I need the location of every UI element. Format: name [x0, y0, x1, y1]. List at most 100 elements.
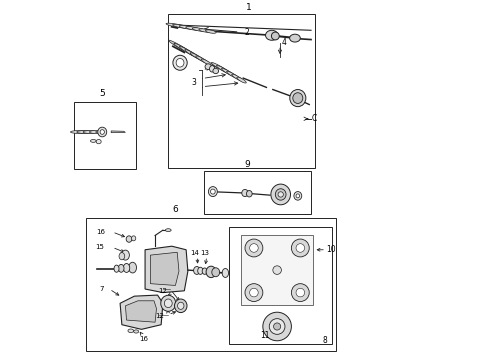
Ellipse shape [128, 329, 134, 333]
Ellipse shape [205, 64, 212, 69]
Circle shape [245, 284, 263, 302]
Text: 10: 10 [326, 245, 336, 254]
Ellipse shape [71, 131, 88, 134]
Circle shape [273, 323, 281, 330]
Ellipse shape [202, 268, 207, 274]
Ellipse shape [293, 93, 303, 103]
Ellipse shape [173, 55, 187, 70]
Ellipse shape [174, 299, 187, 312]
Ellipse shape [227, 71, 239, 79]
Ellipse shape [206, 266, 216, 278]
Text: 4: 4 [282, 37, 287, 46]
Text: 16: 16 [139, 336, 148, 342]
Circle shape [249, 288, 258, 297]
Ellipse shape [123, 264, 130, 273]
Ellipse shape [242, 189, 248, 197]
Bar [86, 218, 336, 351]
Bar [229, 226, 332, 344]
Ellipse shape [126, 236, 132, 242]
Ellipse shape [266, 30, 278, 40]
Bar [168, 14, 315, 168]
Text: 1: 1 [245, 3, 251, 12]
Ellipse shape [199, 29, 211, 32]
Ellipse shape [131, 236, 136, 241]
Ellipse shape [237, 77, 246, 83]
Text: 16: 16 [96, 229, 105, 235]
Ellipse shape [211, 189, 215, 194]
Polygon shape [111, 131, 125, 133]
Polygon shape [150, 252, 179, 285]
Ellipse shape [275, 189, 286, 200]
Ellipse shape [172, 24, 191, 28]
Ellipse shape [213, 68, 219, 74]
Ellipse shape [129, 262, 137, 273]
Ellipse shape [232, 74, 243, 81]
Ellipse shape [161, 295, 176, 311]
Text: 9: 9 [244, 159, 250, 168]
Ellipse shape [278, 192, 283, 197]
Ellipse shape [208, 186, 218, 197]
Ellipse shape [294, 192, 302, 200]
Ellipse shape [169, 40, 190, 53]
Ellipse shape [212, 268, 220, 277]
Ellipse shape [164, 299, 172, 307]
Circle shape [292, 239, 309, 257]
Text: 12: 12 [155, 314, 164, 319]
Ellipse shape [91, 139, 96, 142]
Ellipse shape [83, 131, 97, 134]
Polygon shape [145, 246, 188, 293]
Text: 3: 3 [192, 77, 196, 86]
Ellipse shape [118, 264, 124, 272]
Circle shape [263, 312, 292, 341]
Text: C: C [312, 114, 318, 123]
Text: 6: 6 [172, 205, 178, 214]
Ellipse shape [211, 63, 228, 73]
Ellipse shape [90, 131, 101, 134]
Ellipse shape [271, 184, 291, 205]
Circle shape [273, 266, 281, 274]
Ellipse shape [210, 66, 215, 72]
Ellipse shape [290, 90, 306, 107]
Ellipse shape [166, 23, 185, 28]
Ellipse shape [246, 190, 252, 197]
Text: 2: 2 [245, 28, 249, 37]
Text: 8: 8 [323, 336, 328, 345]
Ellipse shape [98, 127, 107, 137]
Ellipse shape [119, 253, 125, 260]
Ellipse shape [196, 56, 209, 64]
Ellipse shape [271, 32, 279, 40]
Circle shape [296, 288, 305, 297]
Ellipse shape [193, 28, 206, 31]
Ellipse shape [179, 46, 198, 57]
Ellipse shape [197, 267, 203, 274]
Ellipse shape [177, 302, 184, 309]
Bar [74, 102, 136, 170]
Text: 5: 5 [99, 89, 105, 98]
Ellipse shape [122, 250, 129, 260]
Ellipse shape [222, 269, 228, 278]
Bar [242, 235, 313, 305]
Ellipse shape [201, 59, 213, 66]
Circle shape [245, 239, 263, 257]
Ellipse shape [96, 131, 105, 134]
Ellipse shape [217, 66, 232, 75]
Bar [204, 171, 311, 214]
Ellipse shape [179, 26, 196, 30]
Polygon shape [120, 295, 163, 329]
Ellipse shape [176, 58, 184, 67]
Text: 12: 12 [158, 288, 168, 294]
Ellipse shape [174, 43, 194, 55]
Ellipse shape [96, 139, 101, 144]
Ellipse shape [296, 194, 299, 198]
Text: 15: 15 [96, 244, 104, 250]
Ellipse shape [221, 68, 236, 77]
Circle shape [270, 319, 285, 334]
Circle shape [292, 284, 309, 302]
Polygon shape [125, 301, 156, 322]
Ellipse shape [290, 34, 300, 42]
Text: 14: 14 [190, 250, 199, 256]
Ellipse shape [190, 53, 205, 62]
Circle shape [249, 244, 258, 252]
Ellipse shape [166, 229, 171, 231]
Ellipse shape [186, 27, 201, 31]
